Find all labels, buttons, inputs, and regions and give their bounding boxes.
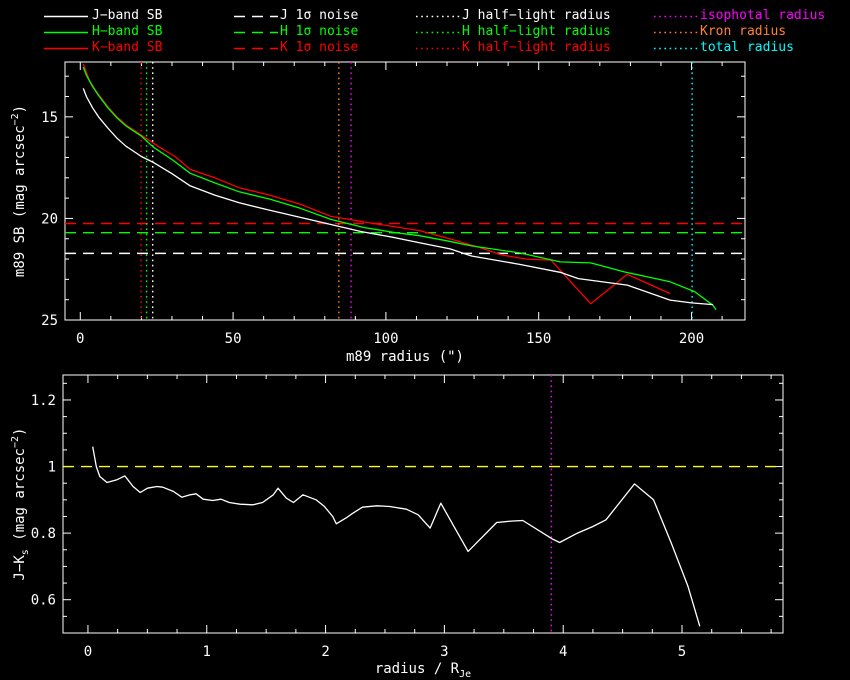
y-tick-label: 25 [41,313,58,329]
legend-item-label: K half−light radius [462,40,611,55]
legend-item: H half−light radius [415,24,675,40]
plot-box [64,61,746,321]
x-axis-title: radius / RJe [375,661,471,680]
bottom-panel: 0 1 2 3 4 5 0.6 0.8 1 1.2 radius / RJe J−Ks (mag ar… [10,374,784,680]
legend-item: isophotal radius [653,8,850,24]
h-band-sb-curve [82,66,717,311]
j-ks-color-curve [92,446,701,627]
k-band-sb-curve [82,63,671,305]
y-tick-label: 0.6 [31,593,56,609]
legend-line-swatch [416,31,460,34]
legend-line-swatch [44,31,88,34]
legend-line-swatch [44,15,88,18]
legend-item-label: K 1σ noise [280,40,359,55]
legend-item-label: H−band SB [92,24,163,39]
legend-line-swatch [654,31,698,34]
x-tick-label: 100 [373,331,398,347]
legend-item: H 1σ noise [233,24,493,40]
top-panel: 0 50 100 150 200 15 20 25 m89 radius (") m89 SB (… [10,61,746,365]
x-axis-title: m89 radius (") [346,349,464,365]
plot-box [62,374,784,634]
x-tick-label: 3 [440,644,448,660]
legend-line-swatch [234,47,278,50]
y-tick-label: 15 [41,110,58,126]
legend-item: total radius [653,40,850,56]
legend-item-label: J−band SB [92,8,163,23]
j-band-sb-curve [82,88,713,306]
legend-item-label: isophotal radius [700,8,826,23]
legend-line-swatch [234,31,278,34]
legend-item-label: K−band SB [92,40,163,55]
x-tick-label: 1 [203,644,211,660]
x-tick-label: 50 [225,331,242,347]
legend-item: J−band SB [43,8,303,24]
y-axis-title: J−Ks (mag arcsec−2) [10,428,31,581]
legend-item: J 1σ noise [233,8,493,24]
legend-item-label: Kron radius [700,24,787,39]
x-tick-label: 200 [679,331,704,347]
legend-item: K half−light radius [415,40,675,56]
legend-item-label: J half−light radius [462,8,611,23]
legend-item: K 1σ noise [233,40,493,56]
legend-item: J half−light radius [415,8,675,24]
x-tick-label: 150 [526,331,551,347]
legend-line-swatch [654,15,698,18]
x-tick-label: 0 [76,331,84,347]
y-tick-label: 20 [41,211,58,227]
legend-item: H−band SB [43,24,303,40]
legend-item-label: total radius [700,40,794,55]
y-tick-label: 1 [48,460,56,476]
legend-line-swatch [654,47,698,50]
y-tick-label: 1.2 [31,393,56,409]
x-tick-label: 2 [321,644,329,660]
legend-item-label: H 1σ noise [280,24,359,39]
legend-line-swatch [416,47,460,50]
x-tick-label: 0 [84,644,92,660]
legend-line-swatch [234,15,278,18]
legend-item: Kron radius [653,24,850,40]
x-tick-label: 4 [559,644,567,660]
legend-item: K−band SB [43,40,303,56]
y-axis-title: m89 SB (mag arcsec−2) [10,105,28,277]
legend-line-swatch [44,47,88,50]
legend-item-label: H half−light radius [462,24,611,39]
legend-item-label: J 1σ noise [280,8,359,23]
x-tick-label: 5 [678,644,686,660]
legend-line-swatch [416,15,460,18]
y-tick-label: 0.8 [31,526,56,542]
